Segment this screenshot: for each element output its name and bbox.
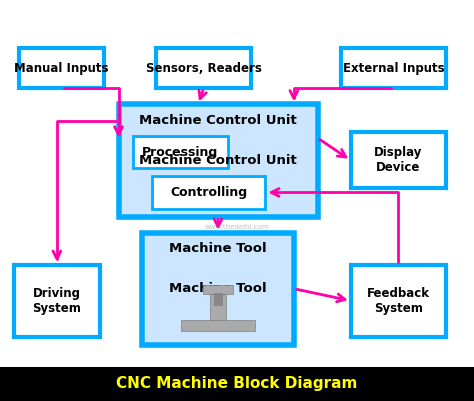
Text: Driving
System: Driving System <box>32 287 82 315</box>
Text: CNC Machine Block Diagram: CNC Machine Block Diagram <box>116 376 358 391</box>
FancyBboxPatch shape <box>118 104 318 217</box>
FancyBboxPatch shape <box>156 48 251 88</box>
FancyBboxPatch shape <box>133 136 228 168</box>
FancyBboxPatch shape <box>202 285 233 294</box>
Text: Processing: Processing <box>142 146 218 159</box>
Text: Machine Control Unit: Machine Control Unit <box>139 114 297 127</box>
Text: Controlling: Controlling <box>170 186 247 199</box>
Text: www.thedelhi.com: www.thedelhi.com <box>205 224 269 229</box>
Text: Machine Tool: Machine Tool <box>169 282 267 295</box>
Text: Sensors, Readers: Sensors, Readers <box>146 62 262 75</box>
Text: Feedback
System: Feedback System <box>367 287 429 315</box>
FancyBboxPatch shape <box>19 48 104 88</box>
Text: Machine Tool: Machine Tool <box>169 242 267 255</box>
FancyBboxPatch shape <box>142 233 294 345</box>
FancyBboxPatch shape <box>351 132 446 188</box>
FancyBboxPatch shape <box>214 293 222 305</box>
Text: Manual Inputs: Manual Inputs <box>14 62 109 75</box>
FancyBboxPatch shape <box>0 367 474 401</box>
Text: External Inputs: External Inputs <box>343 62 444 75</box>
FancyBboxPatch shape <box>351 265 446 337</box>
Text: Display
Device: Display Device <box>374 146 422 174</box>
Text: Machine Control Unit: Machine Control Unit <box>139 154 297 167</box>
FancyBboxPatch shape <box>14 265 100 337</box>
FancyBboxPatch shape <box>210 294 226 320</box>
FancyBboxPatch shape <box>341 48 446 88</box>
FancyBboxPatch shape <box>181 320 255 331</box>
FancyBboxPatch shape <box>152 176 265 209</box>
